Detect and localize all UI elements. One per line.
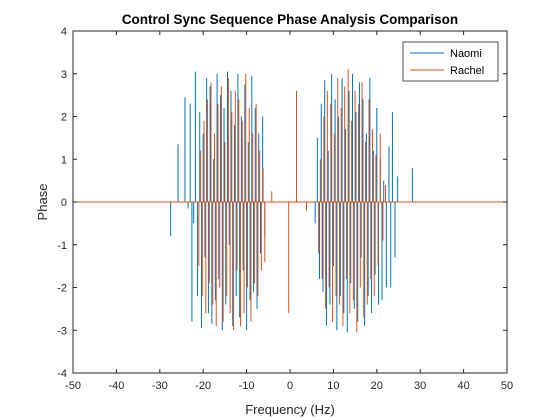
series-rachel [198,69,386,333]
series-naomi [170,71,413,333]
legend: Naomi Rachel [402,41,499,82]
legend-label-naomi: Naomi [450,48,482,60]
legend-label-rachel: Rachel [450,65,484,77]
x-ticks: -50 -40 -30 -20 -10 0 10 20 30 40 50 [65,31,513,392]
y-tick-label: 3 [61,69,67,81]
x-tick-label: 20 [371,380,383,392]
y-tick-label: -4 [57,368,67,380]
y-tick-label: 4 [61,26,67,38]
y-tick-label: 0 [61,197,67,209]
x-tick-label: 30 [414,380,426,392]
y-tick-label: -1 [57,240,67,252]
x-tick-label: -10 [239,380,255,392]
x-tick-label: -20 [195,380,211,392]
y-ticks: -4 -3 -2 -1 0 1 2 3 4 [57,26,507,380]
y-tick-label: -3 [57,325,67,337]
x-tick-label: 10 [327,380,339,392]
x-axis-label: Frequency (Hz) [245,402,335,417]
y-axis-label: Phase [35,184,50,221]
x-tick-label: 50 [501,380,513,392]
series-layer [170,69,413,333]
x-tick-label: 0 [287,380,293,392]
y-tick-label: -2 [57,283,67,295]
x-tick-label: -30 [152,380,168,392]
x-tick-label: -50 [65,380,81,392]
y-tick-label: 1 [61,154,67,166]
y-tick-label: 2 [61,112,67,124]
x-tick-label: -40 [108,380,124,392]
x-tick-label: 40 [457,380,469,392]
chart-title: Control Sync Sequence Phase Analysis Com… [122,12,458,27]
legend-box [402,41,499,82]
